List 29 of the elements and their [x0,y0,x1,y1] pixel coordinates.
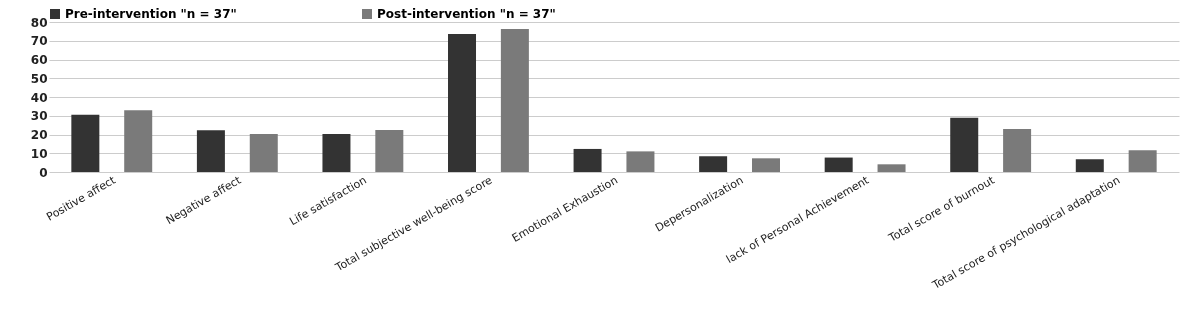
bar [751,158,780,172]
bar [249,133,278,172]
y-tick-label: 20 [30,128,48,142]
legend-label: Post-intervention "n = 37" [377,7,556,21]
y-tick-label: 70 [30,34,48,49]
y-tick-label: 30 [30,109,48,124]
bar [196,130,225,172]
bar [824,157,853,172]
bar [1003,128,1032,172]
bar [375,130,404,172]
bar [500,28,529,172]
bar [573,148,602,172]
legend-label: Pre-intervention "n = 37" [65,7,237,21]
bar [950,117,979,172]
bar [626,151,655,172]
bar [322,133,351,172]
y-tick-label: 40 [30,90,48,105]
bar [1128,150,1157,172]
bar [71,114,100,172]
bar [1075,159,1104,172]
y-tick-label: 0 [39,165,48,180]
y-tick-label: 10 [30,146,48,161]
bar [877,164,906,172]
bar [699,156,728,172]
y-tick-label: 80 [30,15,48,30]
y-tick-label: 60 [30,53,48,67]
y-tick-label: 50 [30,71,48,86]
bar [448,34,477,172]
bar [124,110,153,172]
